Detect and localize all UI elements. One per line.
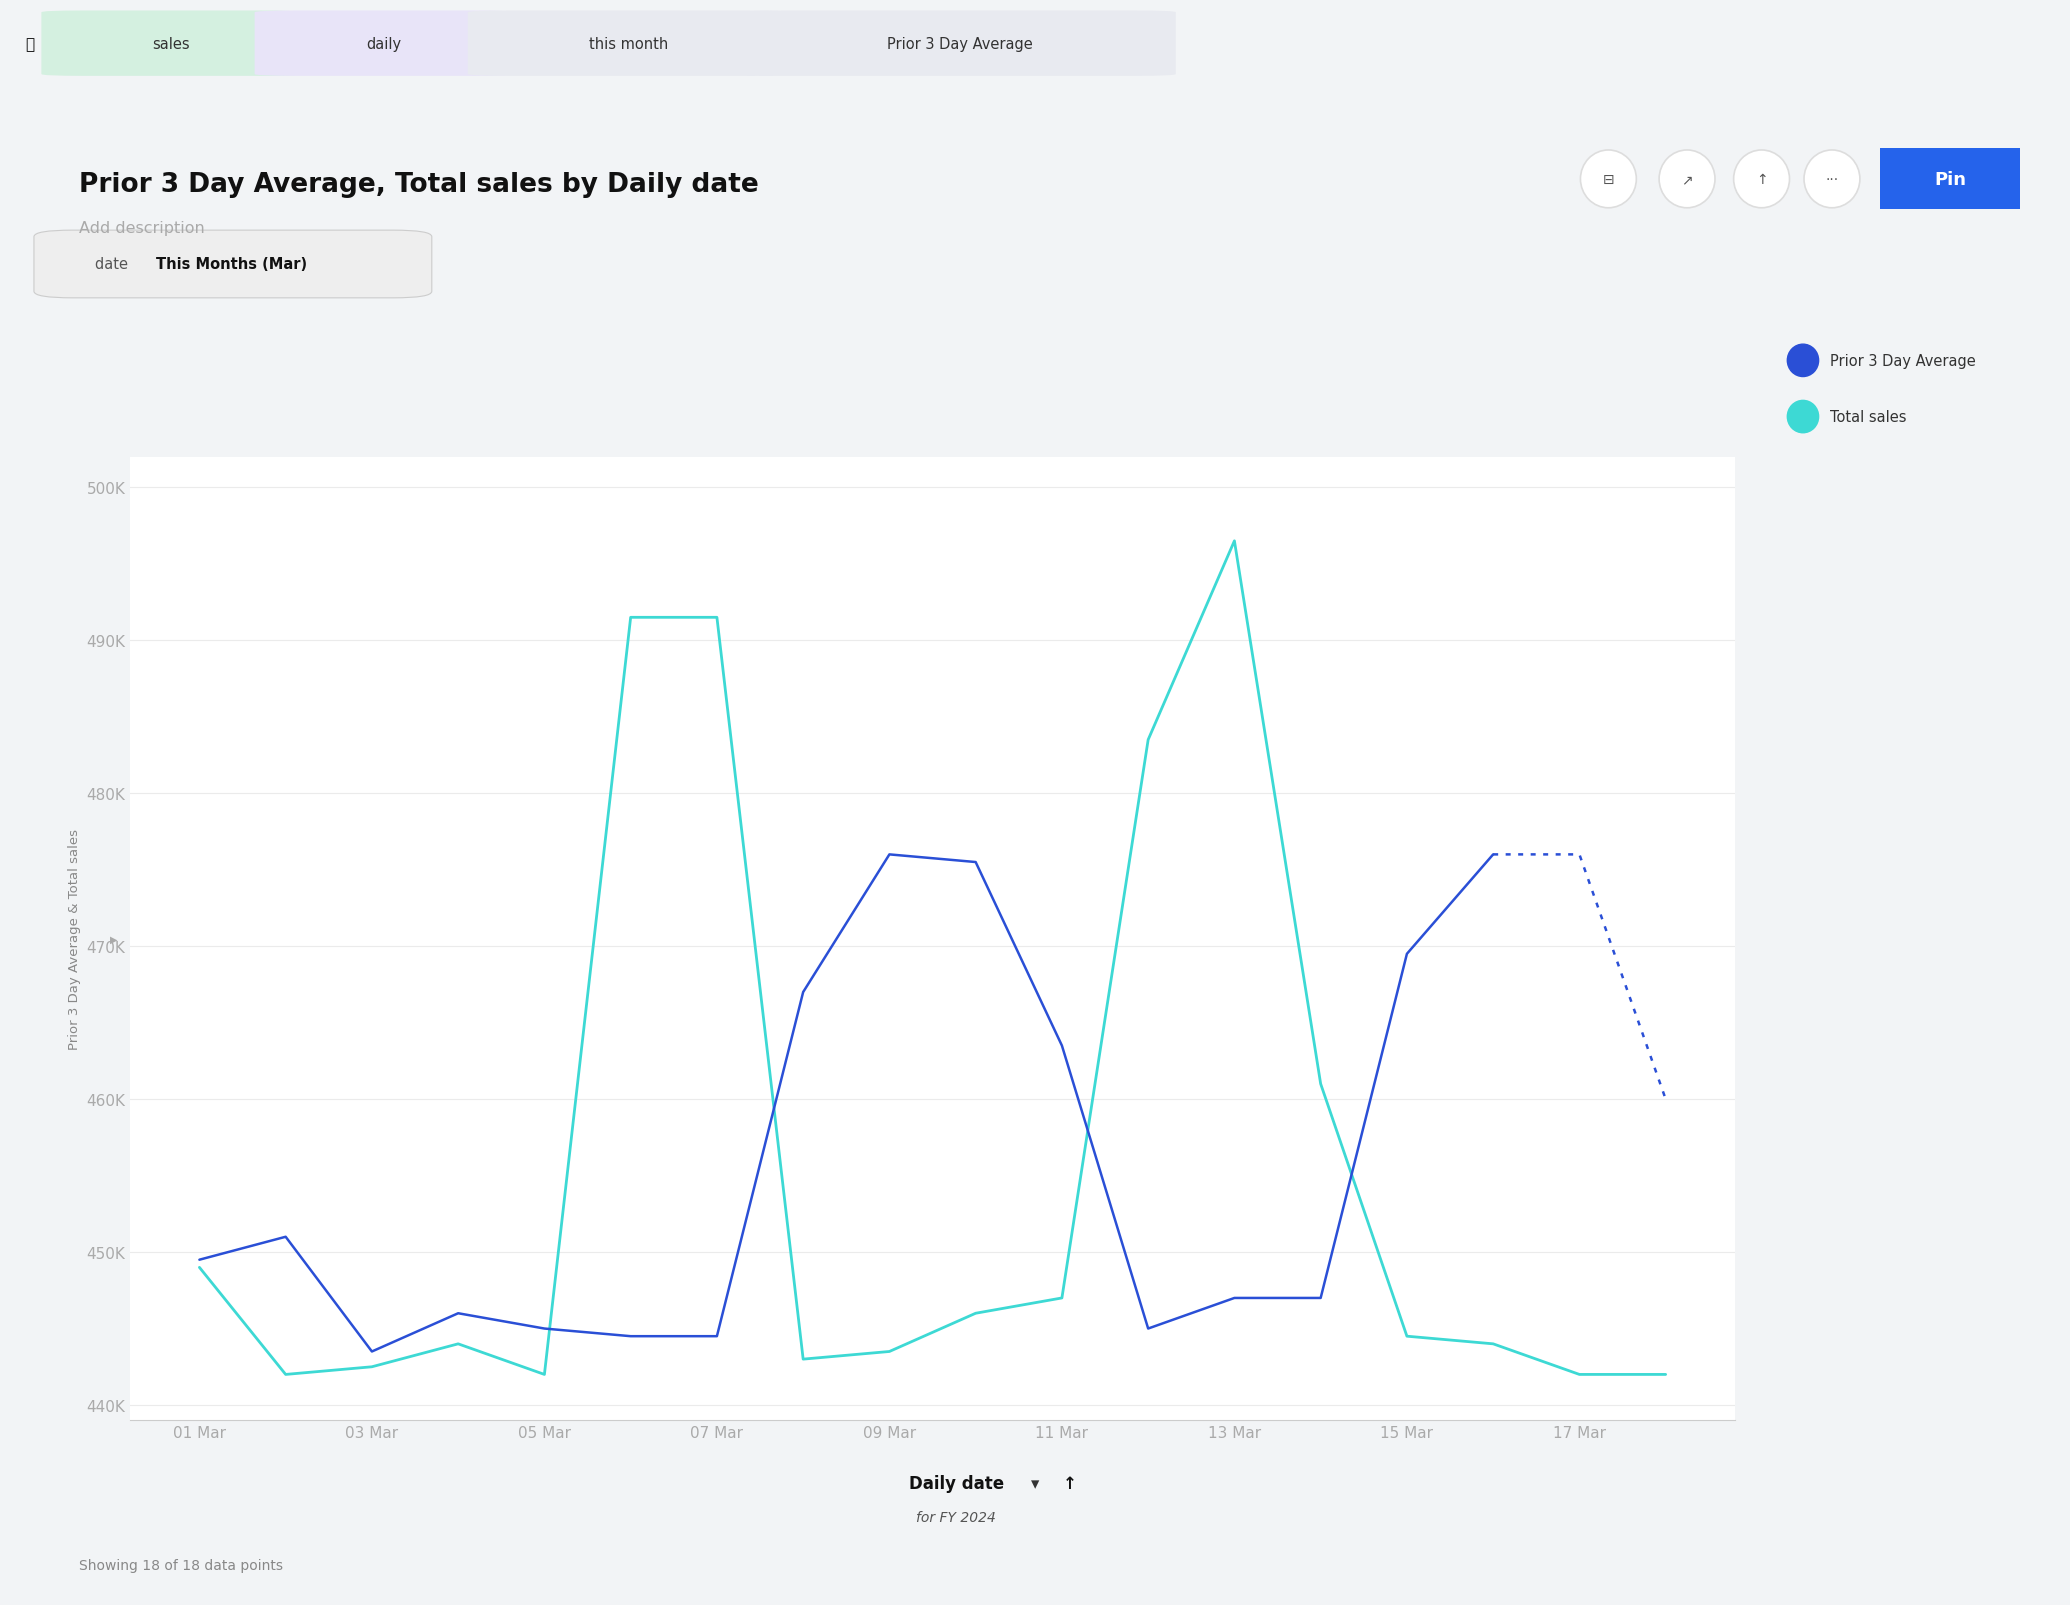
FancyBboxPatch shape xyxy=(33,231,433,299)
Circle shape xyxy=(1658,151,1716,209)
Circle shape xyxy=(1786,401,1820,433)
Text: daily: daily xyxy=(366,37,402,51)
Text: sales: sales xyxy=(151,37,190,51)
Circle shape xyxy=(1786,345,1820,377)
Text: Add description: Add description xyxy=(79,220,205,236)
Text: 🔍: 🔍 xyxy=(25,37,33,51)
Text: Prior 3 Day Average: Prior 3 Day Average xyxy=(1830,353,1975,369)
Text: this month: this month xyxy=(588,37,669,51)
Text: Pin: Pin xyxy=(1933,170,1966,189)
FancyBboxPatch shape xyxy=(255,11,513,77)
Circle shape xyxy=(1579,151,1635,209)
FancyBboxPatch shape xyxy=(41,11,300,77)
Text: ⊟: ⊟ xyxy=(1602,173,1615,186)
Circle shape xyxy=(1735,151,1788,209)
Text: ↑: ↑ xyxy=(1755,173,1768,186)
Y-axis label: Prior 3 Day Average & Total sales: Prior 3 Day Average & Total sales xyxy=(68,828,81,1050)
Text: ↑: ↑ xyxy=(1064,1473,1076,1493)
Text: ···: ··· xyxy=(1826,173,1838,186)
FancyBboxPatch shape xyxy=(1865,143,2035,217)
Text: Daily date: Daily date xyxy=(909,1473,1004,1493)
Text: date: date xyxy=(95,257,132,273)
Circle shape xyxy=(1805,151,1859,209)
FancyBboxPatch shape xyxy=(743,11,1176,77)
Text: for FY 2024: for FY 2024 xyxy=(917,1510,996,1523)
Text: ▾: ▾ xyxy=(1031,1473,1039,1493)
Text: Prior 3 Day Average: Prior 3 Day Average xyxy=(886,37,1033,51)
Text: This Months (Mar): This Months (Mar) xyxy=(155,257,306,273)
Text: ▶: ▶ xyxy=(110,934,118,944)
FancyBboxPatch shape xyxy=(468,11,789,77)
Text: ↗: ↗ xyxy=(1681,173,1693,186)
Text: Total sales: Total sales xyxy=(1830,409,1906,425)
Text: Showing 18 of 18 data points: Showing 18 of 18 data points xyxy=(79,1558,284,1571)
Text: Prior 3 Day Average, Total sales by Daily date: Prior 3 Day Average, Total sales by Dail… xyxy=(79,172,758,197)
